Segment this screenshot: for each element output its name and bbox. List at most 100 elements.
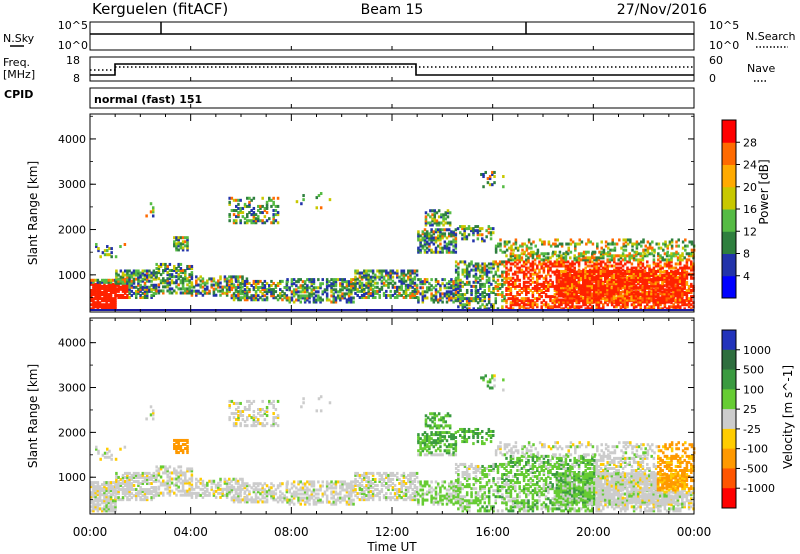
power-cell [661, 258, 664, 262]
velocity-cell [168, 479, 172, 483]
power-cell [461, 270, 465, 274]
power-cell [98, 305, 102, 309]
velocity-cell [186, 451, 189, 455]
power-cell [382, 277, 386, 281]
power-cell [434, 294, 438, 298]
velocity-cell [141, 479, 145, 483]
power-cell [330, 294, 333, 298]
power-cell [505, 280, 508, 284]
power-cell [499, 244, 502, 248]
power-cell [494, 248, 498, 252]
power-cell [243, 283, 247, 287]
power-cell [354, 281, 357, 285]
power-cell [356, 271, 359, 275]
power-cell [529, 278, 532, 282]
power-cell [623, 286, 627, 290]
velocity-cell [141, 473, 145, 477]
power-cell [518, 282, 521, 286]
velocity-cell [90, 485, 93, 489]
velocity-cell [114, 501, 117, 505]
power-cell [301, 284, 305, 288]
power-cell [569, 238, 573, 242]
velocity-cell [107, 485, 111, 489]
power-cell [228, 219, 231, 223]
velocity-cell [199, 493, 202, 497]
power-cell [411, 277, 414, 281]
power-cell [579, 294, 583, 298]
power-cell [608, 290, 611, 294]
power-cell [623, 278, 627, 282]
power-cell [560, 242, 564, 246]
power-cell [263, 283, 267, 287]
power-cell [549, 260, 552, 264]
power-cell [137, 277, 140, 281]
power-cell [667, 296, 671, 300]
power-cell [624, 244, 628, 248]
power-cell [559, 298, 563, 302]
power-cell [485, 278, 489, 282]
velocity-cell [173, 477, 176, 481]
power-cell [580, 252, 583, 256]
power-cell [516, 299, 519, 303]
power-cell [584, 278, 587, 282]
power-cell [514, 256, 517, 260]
velocity-cell [143, 471, 147, 475]
power-cell [507, 280, 510, 284]
power-cell [586, 305, 590, 309]
power-cell [636, 269, 640, 273]
power-cell [463, 231, 466, 235]
power-cell [374, 296, 377, 300]
power-cell [391, 269, 395, 273]
power-cell [591, 256, 594, 260]
power-cell [456, 282, 460, 286]
power-cell [570, 274, 574, 278]
power-cell [270, 279, 273, 283]
power-cell [128, 296, 131, 300]
power-cell [96, 278, 100, 282]
power-cell [479, 299, 482, 303]
power-cell [445, 292, 449, 296]
power-cell [522, 288, 526, 292]
power-cell [634, 274, 638, 278]
power-cell [312, 286, 316, 290]
power-cell [575, 307, 579, 311]
power-cell [595, 264, 598, 268]
power-cell [432, 242, 436, 246]
power-cell [553, 295, 557, 299]
power-cell [425, 288, 429, 292]
power-cell [206, 285, 209, 289]
power-cell [250, 221, 253, 225]
power-cell [243, 288, 247, 292]
power-cell [306, 284, 309, 288]
power-cell [549, 274, 552, 278]
power-cell [642, 240, 645, 244]
power-cell [612, 290, 616, 294]
power-cell [385, 296, 388, 300]
velocity-cell [203, 493, 207, 497]
power-cell [239, 219, 242, 223]
power-cell [235, 288, 238, 292]
power-cell [536, 288, 539, 292]
power-cell [145, 279, 149, 283]
power-cell [439, 288, 442, 292]
power-cell [595, 286, 598, 290]
power-cell [164, 269, 167, 273]
power-cell [206, 281, 209, 285]
power-cell [632, 274, 636, 278]
power-cell [503, 297, 506, 301]
power-cell [670, 252, 673, 256]
power-cell [179, 291, 183, 295]
power-cell [429, 215, 432, 219]
power-cell [641, 264, 645, 268]
power-cell [670, 284, 673, 288]
power-cell [661, 280, 664, 284]
power-cell [374, 289, 377, 293]
power-cell [436, 280, 440, 284]
power-cell [382, 275, 386, 279]
power-cell [98, 288, 102, 292]
power-cell [217, 283, 220, 287]
power-cell [608, 296, 611, 300]
power-cell [393, 271, 397, 275]
velocity-cell [107, 501, 111, 505]
power-cell [676, 252, 680, 256]
